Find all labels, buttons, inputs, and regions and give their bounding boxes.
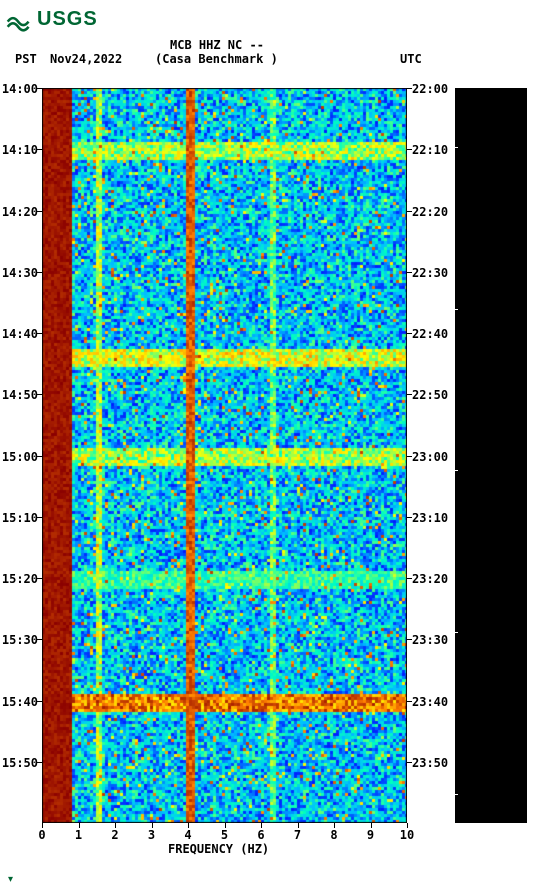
xtick: 8 bbox=[330, 828, 337, 842]
ytick-mark bbox=[407, 149, 412, 150]
ytick-left: 14:30 bbox=[0, 266, 38, 280]
xtick-mark bbox=[371, 823, 372, 828]
colorbar-tick bbox=[452, 632, 458, 633]
ytick-mark bbox=[37, 517, 42, 518]
ytick-mark bbox=[407, 517, 412, 518]
xtick-mark bbox=[261, 823, 262, 828]
ytick-mark bbox=[407, 333, 412, 334]
corner-mark: ▾ bbox=[8, 874, 13, 885]
xtick: 5 bbox=[221, 828, 228, 842]
xtick-mark bbox=[225, 823, 226, 828]
x-axis-label: FREQUENCY (HZ) bbox=[168, 842, 269, 856]
ytick-right: 23:20 bbox=[412, 572, 448, 586]
ytick-mark bbox=[37, 701, 42, 702]
xtick-mark bbox=[334, 823, 335, 828]
ytick-mark bbox=[407, 394, 412, 395]
xtick: 9 bbox=[367, 828, 374, 842]
usgs-logo: USGS bbox=[6, 6, 98, 32]
ytick-right: 22:50 bbox=[412, 388, 448, 402]
xtick: 1 bbox=[75, 828, 82, 842]
ytick-right: 23:50 bbox=[412, 756, 448, 770]
ytick-left: 15:10 bbox=[0, 511, 38, 525]
ytick-mark bbox=[37, 762, 42, 763]
ytick-mark bbox=[37, 211, 42, 212]
channel-title: MCB HHZ NC -- bbox=[170, 38, 264, 52]
ytick-mark bbox=[407, 578, 412, 579]
xtick: 0 bbox=[38, 828, 45, 842]
xtick-mark bbox=[298, 823, 299, 828]
xtick-mark bbox=[407, 823, 408, 828]
ytick-mark bbox=[407, 639, 412, 640]
ytick-left: 14:50 bbox=[0, 388, 38, 402]
ytick-mark bbox=[407, 272, 412, 273]
colorbar bbox=[455, 88, 527, 823]
ytick-mark bbox=[37, 578, 42, 579]
colorbar-tick bbox=[452, 309, 458, 310]
xtick-mark bbox=[188, 823, 189, 828]
ytick-left: 15:30 bbox=[0, 633, 38, 647]
date-label: Nov24,2022 bbox=[50, 52, 122, 66]
ytick-mark bbox=[37, 456, 42, 457]
ytick-left: 15:40 bbox=[0, 695, 38, 709]
ytick-right: 22:30 bbox=[412, 266, 448, 280]
ytick-mark bbox=[37, 272, 42, 273]
xtick: 10 bbox=[400, 828, 414, 842]
ytick-left: 14:20 bbox=[0, 205, 38, 219]
xtick-mark bbox=[115, 823, 116, 828]
ytick-mark bbox=[407, 211, 412, 212]
usgs-wave-icon bbox=[6, 6, 32, 32]
colorbar-tick bbox=[452, 147, 458, 148]
ytick-right: 23:30 bbox=[412, 633, 448, 647]
ytick-mark bbox=[37, 88, 42, 89]
ytick-right: 23:10 bbox=[412, 511, 448, 525]
ytick-mark bbox=[407, 701, 412, 702]
xtick: 4 bbox=[184, 828, 191, 842]
station-name: (Casa Benchmark ) bbox=[155, 52, 278, 66]
ytick-right: 22:20 bbox=[412, 205, 448, 219]
xtick-mark bbox=[79, 823, 80, 828]
ytick-mark bbox=[37, 639, 42, 640]
ytick-right: 22:10 bbox=[412, 143, 448, 157]
ytick-mark bbox=[407, 88, 412, 89]
ytick-left: 14:40 bbox=[0, 327, 38, 341]
tz-left-label: PST bbox=[15, 52, 37, 66]
colorbar-tick bbox=[452, 794, 458, 795]
ytick-right: 23:40 bbox=[412, 695, 448, 709]
ytick-mark bbox=[37, 333, 42, 334]
ytick-left: 15:50 bbox=[0, 756, 38, 770]
colorbar-tick bbox=[452, 470, 458, 471]
ytick-right: 23:00 bbox=[412, 450, 448, 464]
spectrogram-plot bbox=[42, 88, 407, 823]
ytick-mark bbox=[407, 456, 412, 457]
ytick-mark bbox=[407, 762, 412, 763]
xtick: 7 bbox=[294, 828, 301, 842]
ytick-left: 14:10 bbox=[0, 143, 38, 157]
ytick-left: 14:00 bbox=[0, 82, 38, 96]
xtick: 6 bbox=[257, 828, 264, 842]
xtick-mark bbox=[42, 823, 43, 828]
ytick-mark bbox=[37, 394, 42, 395]
ytick-right: 22:00 bbox=[412, 82, 448, 96]
xtick: 3 bbox=[148, 828, 155, 842]
tz-right-label: UTC bbox=[400, 52, 422, 66]
ytick-left: 15:20 bbox=[0, 572, 38, 586]
ytick-right: 22:40 bbox=[412, 327, 448, 341]
xtick-mark bbox=[152, 823, 153, 828]
ytick-left: 15:00 bbox=[0, 450, 38, 464]
usgs-text: USGS bbox=[37, 8, 98, 31]
spectrogram-canvas bbox=[42, 88, 407, 823]
ytick-mark bbox=[37, 149, 42, 150]
xtick: 2 bbox=[111, 828, 118, 842]
